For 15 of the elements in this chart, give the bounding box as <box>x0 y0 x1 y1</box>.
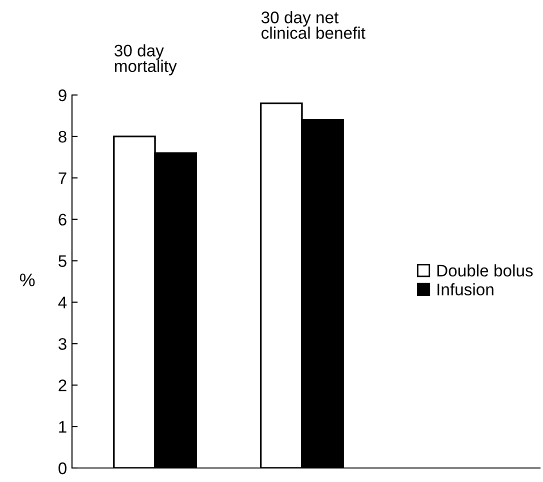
legend-label: Double bolus <box>437 264 533 277</box>
y-tick-label: 7 <box>58 172 66 184</box>
y-tick-label: 4 <box>58 296 67 308</box>
y-tick-label: 2 <box>58 380 66 392</box>
y-tick-label: 9 <box>58 89 66 102</box>
legend-label: Infusion <box>438 283 494 296</box>
y-tick-label: 1 <box>59 421 66 433</box>
y-tick-label: 5 <box>58 255 66 267</box>
text: 30 day net clinical benefit <box>261 11 366 39</box>
text: 30 day mortality <box>114 44 177 76</box>
y-tick-label: 0 <box>58 462 66 474</box>
y-axis-title: % <box>20 274 35 286</box>
y-tick-label: 8 <box>58 130 66 143</box>
y-tick-label: 6 <box>58 214 66 226</box>
y-tick-label: 3 <box>58 338 66 350</box>
